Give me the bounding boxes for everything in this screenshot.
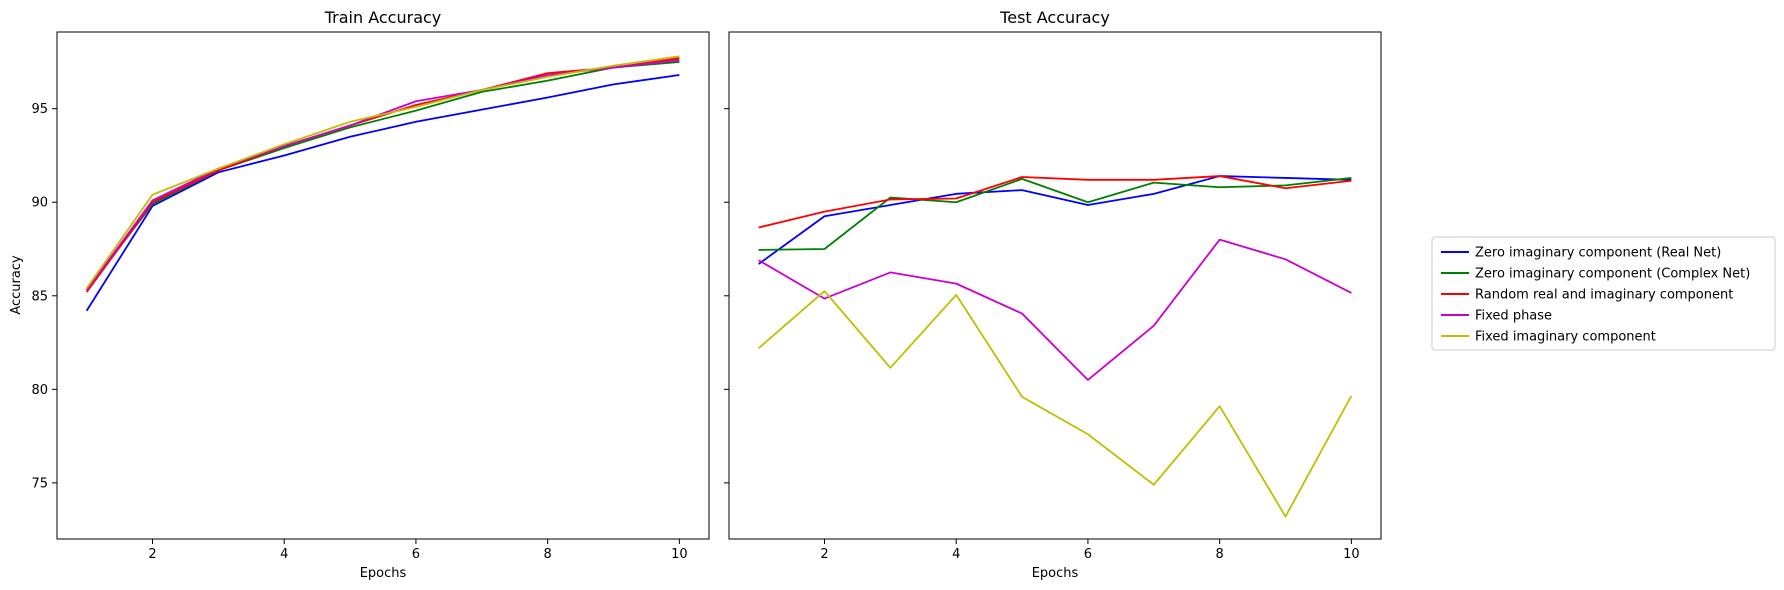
legend-label: Zero imaginary component (Real Net) — [1475, 246, 1721, 261]
train-series-line-4 — [85, 59, 680, 291]
legend-label: Fixed imaginary component — [1475, 330, 1656, 345]
test-series-line-1 — [758, 175, 1352, 265]
test-series-line-2 — [758, 177, 1352, 251]
legend-items: Zero imaginary component (Real Net) Zero … — [1441, 246, 1750, 345]
train-series-line-1 — [85, 74, 680, 312]
legend-label: Random real and imaginary component — [1475, 288, 1733, 303]
test-accuracy-lines — [758, 175, 1353, 518]
legend-label: Fixed phase — [1475, 309, 1552, 324]
test-accuracy-ticks: 2 4 6 8 10 — [724, 108, 1360, 562]
legend: Zero imaginary component (Real Net) Zero … — [1431, 236, 1776, 351]
train-ytick-label: 95 — [31, 102, 48, 117]
train-accuracy-ticks: 2 4 6 8 10 75 80 85 90 95 — [31, 102, 687, 562]
train-xtick-label: 10 — [671, 547, 688, 562]
train-ytick-label: 90 — [31, 196, 48, 211]
train-accuracy-xlabel: Epochs — [360, 566, 407, 581]
train-accuracy-panel: Train Accuracy 2 4 6 8 10 75 80 85 90 95 Epochs A… — [9, 8, 710, 581]
train-series-line-3 — [85, 57, 680, 293]
train-xtick-label: 8 — [544, 547, 552, 562]
train-accuracy-ylabel: Accuracy — [9, 255, 24, 315]
test-accuracy-panel: Test Accuracy 2 4 6 8 10 Epochs — [724, 8, 1382, 581]
train-accuracy-title: Train Accuracy — [324, 8, 442, 27]
train-ytick-label: 85 — [31, 289, 48, 304]
train-ytick-label: 80 — [31, 383, 48, 398]
test-accuracy-frame — [728, 31, 1382, 540]
train-xtick-label: 2 — [148, 547, 156, 562]
train-ytick-label: 75 — [31, 476, 48, 491]
test-series-line-3 — [758, 175, 1352, 229]
test-series-line-5 — [758, 290, 1353, 518]
test-xtick-label: 8 — [1216, 547, 1224, 562]
train-accuracy-lines — [85, 55, 680, 312]
test-xtick-label: 10 — [1343, 547, 1360, 562]
legend-label: Zero imaginary component (Complex Net) — [1475, 267, 1750, 282]
train-accuracy-frame — [56, 31, 710, 540]
legend-frame — [1431, 236, 1776, 351]
test-accuracy-xlabel: Epochs — [1032, 566, 1079, 581]
test-xtick-label: 2 — [820, 547, 828, 562]
train-series-line-2 — [85, 61, 680, 291]
train-xtick-label: 4 — [280, 547, 288, 562]
test-accuracy-title: Test Accuracy — [999, 8, 1110, 27]
train-xtick-label: 6 — [412, 547, 420, 562]
test-xtick-label: 4 — [952, 547, 960, 562]
test-xtick-label: 6 — [1084, 547, 1092, 562]
train-series-line-5 — [85, 55, 680, 289]
test-series-line-4 — [758, 238, 1352, 381]
